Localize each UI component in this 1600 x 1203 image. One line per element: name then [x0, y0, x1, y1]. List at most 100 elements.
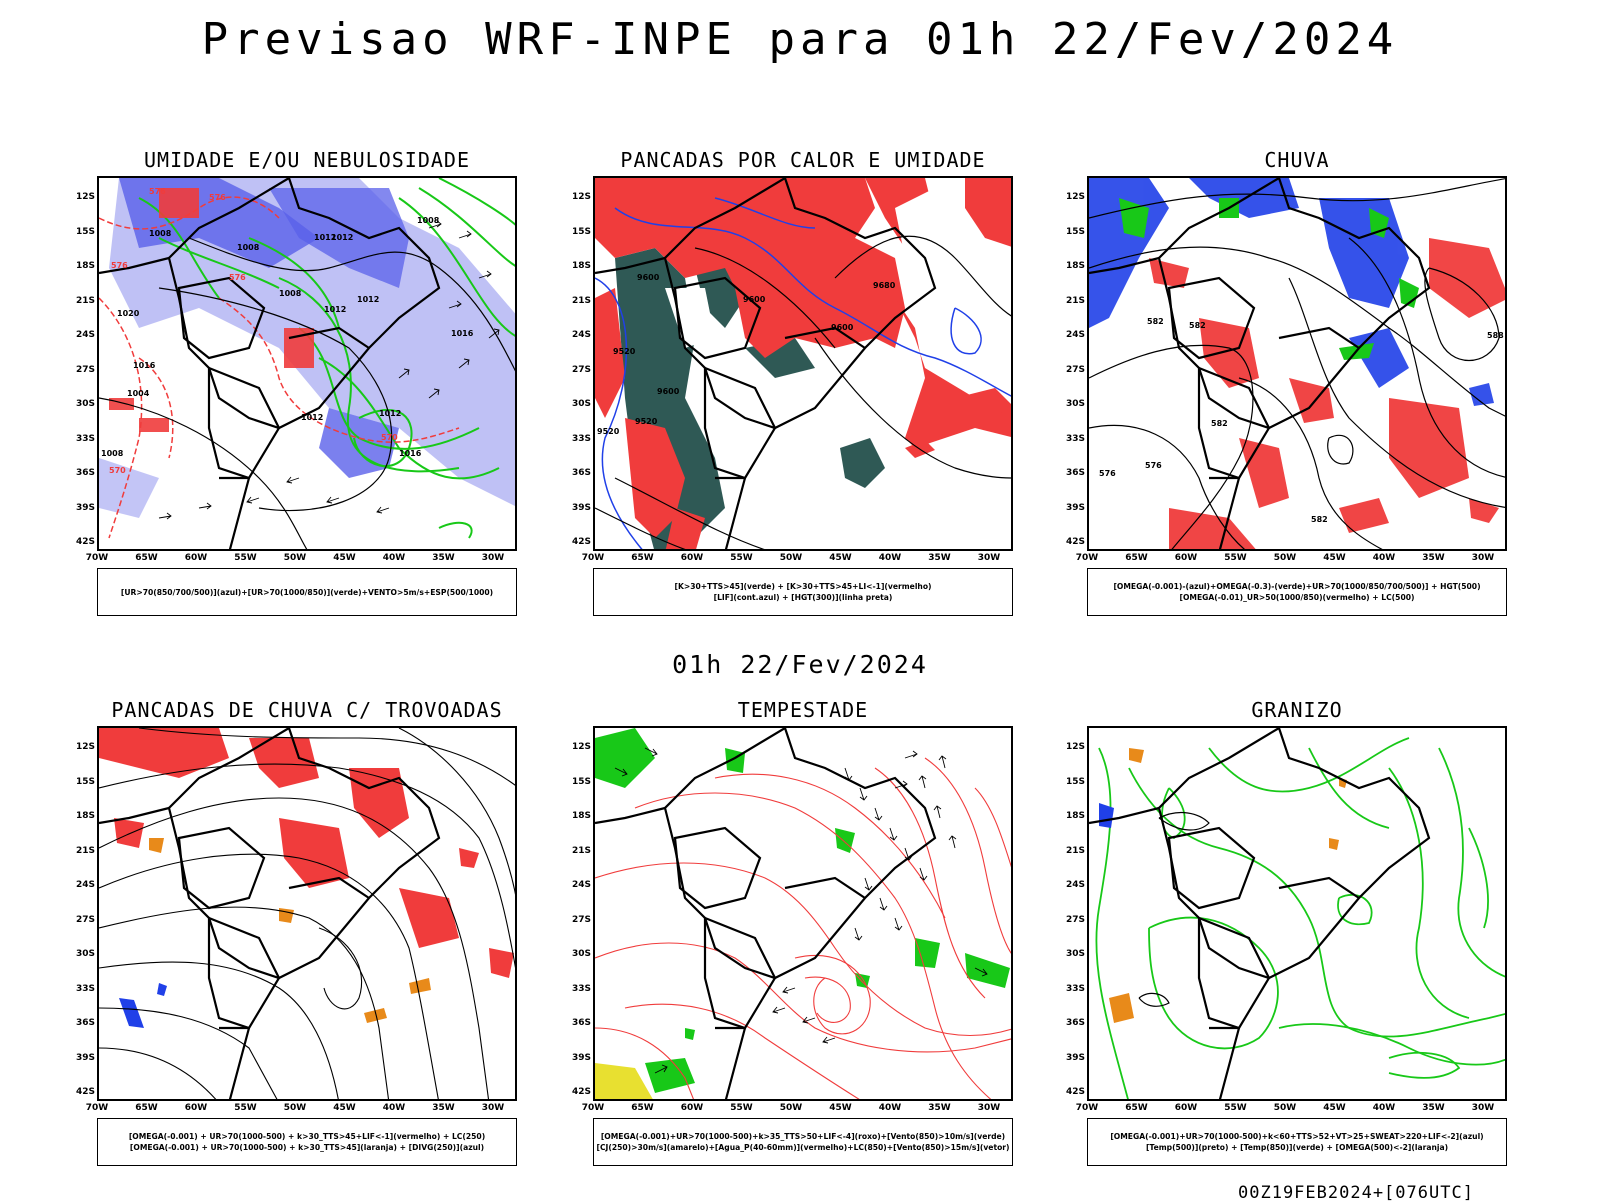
- legend-box: [K>30+TTS>45](verde) + [K>30+TTS>45+LI<-…: [593, 568, 1013, 616]
- lat-tick-label: 15S: [1065, 226, 1085, 237]
- lat-tick-label: 27S: [571, 364, 591, 375]
- lat-tick-label: 33S: [1065, 433, 1085, 444]
- lat-tick-label: 24S: [571, 330, 591, 340]
- lon-tick-label: 45W: [829, 553, 852, 563]
- lon-axis: 70W 65W 60W 55W 50W 45W 40W 35W 30W: [86, 553, 517, 565]
- lon-tick-label: 55W: [730, 553, 753, 563]
- isobar-label: 1012: [324, 305, 346, 314]
- lat-tick-label: 15S: [1065, 776, 1085, 787]
- lon-tick-label: 65W: [631, 1103, 654, 1113]
- lat-tick-label: 15S: [571, 776, 591, 787]
- isobar-label: 1008: [279, 289, 302, 298]
- isobar-label: 1016: [399, 449, 422, 458]
- lat-tick-label: 21S: [571, 845, 591, 856]
- thickness-label: 576: [149, 187, 166, 196]
- lon-tick-label: 70W: [1075, 553, 1099, 563]
- legend-line: [OMEGA(-0.01)_UR>50(1000/850)(vermelho) …: [1179, 593, 1415, 602]
- lat-tick-label: 12S: [571, 192, 591, 202]
- height-label: 582: [1311, 515, 1328, 524]
- legend-box: [OMEGA(-0.001)-(azul)+OMEGA(-0.3)-(verde…: [1087, 568, 1507, 616]
- lon-tick-label: 70W: [581, 1103, 605, 1113]
- lon-tick-label: 50W: [779, 1103, 803, 1113]
- lon-tick-label: 55W: [234, 1103, 257, 1113]
- height-label: 9600: [657, 387, 680, 396]
- height-label: 9520: [635, 417, 658, 426]
- lon-tick-label: 65W: [135, 553, 158, 563]
- lon-tick-label: 45W: [333, 553, 356, 563]
- lat-tick-label: 36S: [75, 468, 95, 478]
- lat-tick-label: 27S: [75, 364, 95, 375]
- legend-box: [UR>70(850/700/500)](azul)+[UR>70(1000/8…: [97, 568, 517, 616]
- legend-line: [OMEGA(-0.001) + UR>70(1000-500) + k>30_…: [128, 1132, 486, 1141]
- isobar-label: 1008: [149, 229, 172, 238]
- lat-tick-label: 30S: [1065, 399, 1085, 409]
- lat-tick-label: 42S: [571, 537, 591, 547]
- panel-title: TEMPESTADE: [737, 698, 869, 722]
- lat-tick-label: 18S: [1065, 261, 1085, 271]
- legend-box: [OMEGA(-0.001)+UR>70(1000-500)+k>35_TTS>…: [593, 1118, 1013, 1166]
- lon-tick-label: 55W: [234, 553, 257, 563]
- lon-tick-label: 40W: [1372, 553, 1396, 563]
- lat-tick-label: 39S: [1065, 502, 1085, 513]
- isobar-label: 1012: [357, 295, 379, 304]
- lat-tick-label: 33S: [75, 433, 95, 444]
- lat-tick-label: 39S: [1065, 1052, 1085, 1063]
- panel-title: PANCADAS DE CHUVA C/ TROVOADAS: [111, 698, 503, 722]
- isobar-label: 1016: [133, 361, 156, 370]
- lat-tick-label: 15S: [75, 776, 95, 787]
- lon-tick-label: 55W: [1224, 553, 1247, 563]
- map-granizo[interactable]: [1087, 726, 1507, 1101]
- lon-tick-label: 45W: [333, 1103, 356, 1113]
- lat-tick-label: 39S: [571, 502, 591, 513]
- lon-tick-label: 30W: [1471, 553, 1495, 563]
- lon-tick-label: 70W: [1075, 1103, 1099, 1113]
- lon-tick-label: 70W: [85, 1103, 109, 1113]
- lon-tick-label: 35W: [1422, 553, 1445, 563]
- isobar-label: 1008: [101, 449, 124, 458]
- lat-axis: 12S 15S 18S 21S 24S 27S 30S 33S 36S 39S 42S: [569, 176, 591, 551]
- lat-tick-label: 33S: [571, 983, 591, 994]
- height-label: 582: [1147, 317, 1164, 326]
- lat-tick-label: 30S: [75, 949, 95, 959]
- lat-tick-label: 30S: [571, 399, 591, 409]
- lon-tick-label: 40W: [878, 553, 902, 563]
- lat-tick-label: 42S: [75, 537, 95, 547]
- lat-tick-label: 24S: [1065, 880, 1085, 890]
- lon-tick-label: 60W: [680, 1103, 704, 1113]
- map-umidade[interactable]: 1008 1012 1012 1008 1008 1012 1012 1016 …: [97, 176, 517, 551]
- thickness-label: 576: [229, 273, 246, 282]
- lon-tick-label: 60W: [1174, 1103, 1198, 1113]
- map-chuva[interactable]: 582 582 588 582 576 576 582: [1087, 176, 1507, 551]
- map-pancadas-trovoadas[interactable]: [97, 726, 517, 1101]
- lon-tick-label: 30W: [481, 1103, 505, 1113]
- lon-tick-label: 35W: [432, 553, 455, 563]
- isobar-label: 1016: [451, 329, 474, 338]
- map-tempestade[interactable]: [593, 726, 1013, 1101]
- lat-tick-label: 42S: [571, 1087, 591, 1097]
- lat-tick-label: 21S: [75, 845, 95, 856]
- lon-tick-label: 40W: [382, 1103, 406, 1113]
- lat-tick-label: 12S: [75, 742, 95, 752]
- lon-axis: 70W 65W 60W 55W 50W 45W 40W 35W 30W: [1076, 1103, 1507, 1115]
- lat-tick-label: 33S: [571, 433, 591, 444]
- lon-tick-label: 60W: [184, 1103, 208, 1113]
- legend-line: [Temp(500)](preto) + [Temp(850)](verde) …: [1145, 1143, 1449, 1152]
- lat-tick-label: 39S: [75, 502, 95, 513]
- isobar-label: 1012: [331, 233, 353, 242]
- lon-tick-label: 40W: [1372, 1103, 1396, 1113]
- panel-title: CHUVA: [1264, 148, 1330, 172]
- height-label: 9600: [831, 323, 854, 332]
- lon-axis: 70W 65W 60W 55W 50W 45W 40W 35W 30W: [1076, 553, 1507, 565]
- lon-tick-label: 65W: [1125, 553, 1148, 563]
- map-pancadas-calor[interactable]: 9600 9600 9680 9600 9520 9600 9520 9520: [593, 176, 1013, 551]
- thickness-label: 576: [111, 261, 128, 270]
- lat-tick-label: 21S: [1065, 295, 1085, 306]
- lat-tick-label: 12S: [1065, 192, 1085, 202]
- lat-axis: 12S 15S 18S 21S 24S 27S 30S 33S 36S 39S 42S: [569, 726, 591, 1101]
- lat-tick-label: 33S: [75, 983, 95, 994]
- panel-tempestade: TEMPESTADE: [572, 698, 1013, 1166]
- lat-tick-label: 27S: [571, 914, 591, 925]
- lat-tick-label: 27S: [1065, 914, 1085, 925]
- lon-axis: 70W 65W 60W 55W 50W 45W 40W 35W 30W: [582, 553, 1013, 565]
- lat-tick-label: 24S: [1065, 330, 1085, 340]
